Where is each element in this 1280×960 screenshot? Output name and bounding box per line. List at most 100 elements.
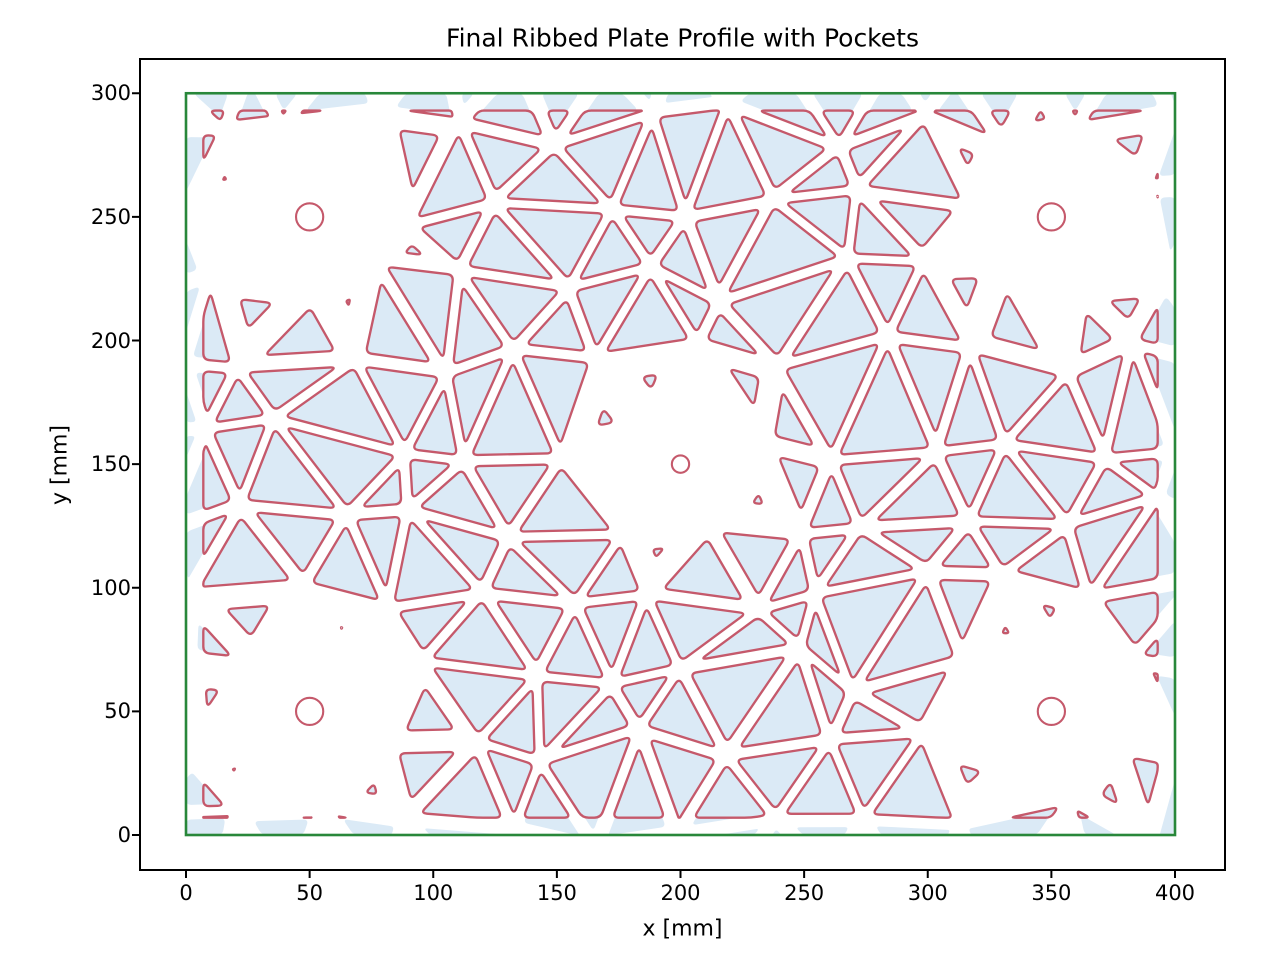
pocket <box>561 695 629 749</box>
pocket-cell-fragment <box>186 436 195 456</box>
pocket <box>879 200 952 247</box>
pocket-cell-fragment <box>186 818 225 835</box>
chart-title: Final Ribbed Plate Profile with Pockets <box>446 23 919 53</box>
pocket <box>422 756 502 819</box>
y-tick-label: 200 <box>90 328 131 353</box>
pocket <box>215 378 264 423</box>
pocket <box>363 469 403 508</box>
pocket <box>620 675 668 718</box>
pocket <box>1116 134 1143 155</box>
pocket <box>1074 505 1144 584</box>
pocket <box>1154 172 1159 180</box>
pocket <box>659 230 707 289</box>
pocket <box>1071 109 1079 116</box>
pocket <box>991 295 1038 350</box>
pocket <box>770 601 808 637</box>
hole-circle <box>294 696 325 727</box>
tick-marks <box>132 92 1176 878</box>
pocket <box>877 464 959 522</box>
pocket-cell-fragment <box>877 826 950 835</box>
pocket <box>541 680 601 748</box>
pocket <box>841 701 901 734</box>
pocket <box>366 784 378 795</box>
pocket <box>1143 352 1159 389</box>
pocket <box>760 109 826 137</box>
pocket <box>979 525 1052 566</box>
pocket-cell-fragment <box>543 93 578 125</box>
pocket <box>231 767 237 772</box>
pocket <box>202 370 227 412</box>
pocket <box>452 287 503 365</box>
y-tick-label: 50 <box>104 699 131 724</box>
x-tick-label: 300 <box>907 881 948 905</box>
pocket <box>960 765 980 783</box>
y-tick-label: 300 <box>90 81 131 106</box>
pocket <box>545 616 604 679</box>
pocket-cell-fragment <box>276 93 296 109</box>
x-tick-label: 50 <box>296 881 323 905</box>
pocket <box>951 277 978 307</box>
pocket <box>1119 457 1159 489</box>
pocket <box>659 109 721 200</box>
pocket <box>619 129 678 212</box>
pocket <box>837 737 912 807</box>
hole-circle <box>670 454 691 474</box>
pocket <box>1132 757 1159 804</box>
pocket <box>521 354 589 443</box>
pocket <box>506 207 603 278</box>
pocket <box>205 688 218 706</box>
pocket <box>648 679 716 748</box>
pocket <box>421 211 482 260</box>
pocket <box>586 546 639 598</box>
pocket <box>1102 783 1118 803</box>
pocket <box>787 195 852 248</box>
pocket <box>791 156 849 194</box>
pocket <box>943 364 998 447</box>
pocket <box>880 527 954 563</box>
pocket <box>597 410 613 426</box>
pocket <box>822 109 855 137</box>
pocket <box>365 283 430 363</box>
pocket <box>624 215 674 255</box>
pocket <box>337 815 347 819</box>
pocket <box>365 366 438 442</box>
pocket <box>413 389 458 456</box>
pocket-cell-fragment <box>982 93 1017 122</box>
pocket <box>1017 450 1096 514</box>
pocket <box>472 364 553 457</box>
pocket <box>247 430 335 509</box>
pocket <box>978 354 1057 433</box>
pocket <box>202 134 216 159</box>
pocket <box>496 600 564 661</box>
pocket <box>857 262 915 324</box>
pocket <box>740 115 825 188</box>
pocket <box>418 136 487 218</box>
pocket <box>691 656 785 741</box>
y-tick-label: 100 <box>90 575 131 600</box>
pocket <box>1017 536 1080 588</box>
pocket <box>939 578 990 640</box>
pocket <box>227 605 269 636</box>
hole-circle <box>294 202 325 232</box>
pocket <box>944 449 996 508</box>
pocket <box>426 520 500 581</box>
x-tick-label: 350 <box>1031 881 1072 905</box>
pocket <box>1152 672 1159 683</box>
pocket <box>728 208 837 293</box>
pocket <box>643 374 657 388</box>
pocket <box>730 269 833 355</box>
pocket <box>779 456 819 509</box>
pocket <box>433 667 526 733</box>
pocket <box>977 454 1056 520</box>
pocket <box>873 744 952 819</box>
pocket <box>898 343 962 432</box>
pocket <box>848 129 903 177</box>
pocket <box>810 663 846 725</box>
pocket-cell-fragment <box>721 829 758 835</box>
pocket <box>451 358 504 443</box>
holes-layer <box>294 202 1067 727</box>
pocket-cell-fragment <box>255 819 308 835</box>
pocket <box>1011 806 1058 819</box>
pocket <box>394 521 472 602</box>
